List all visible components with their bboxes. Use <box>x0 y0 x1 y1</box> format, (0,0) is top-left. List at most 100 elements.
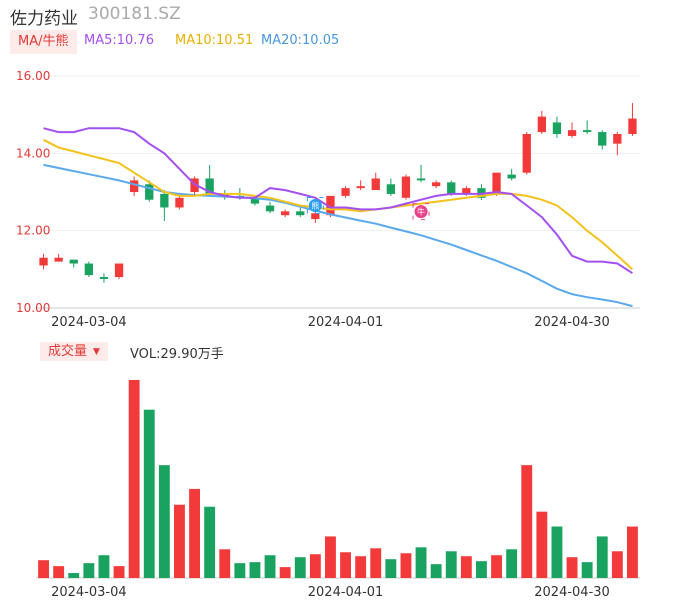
date-tick-label: 2024-04-30 <box>534 315 610 330</box>
volume-bar <box>53 566 65 578</box>
bear-marker-icon <box>308 198 322 212</box>
candle-body <box>416 178 426 181</box>
volume-bar <box>189 488 200 578</box>
volume-bar <box>460 556 472 578</box>
candle-body <box>326 195 335 216</box>
volume-bar <box>415 547 427 578</box>
candle-body <box>265 205 275 212</box>
volume-bar <box>445 551 457 578</box>
bull-marker-icon <box>414 205 428 219</box>
date-tick-label: 2024-03-04 <box>51 315 127 330</box>
candle-body <box>356 186 365 189</box>
ma10-value: MA10:10.51 <box>175 33 254 48</box>
candle-body <box>462 188 471 194</box>
candle-body <box>69 259 78 264</box>
volume-bar <box>355 556 367 578</box>
candle-body <box>114 263 124 278</box>
volume-bar <box>370 548 382 578</box>
volume-bar <box>83 563 95 578</box>
price-tick-label: 12.00 <box>16 224 50 238</box>
volume-bar <box>536 511 548 578</box>
volume-bar <box>551 526 563 578</box>
volume-bar <box>596 536 608 578</box>
volume-bar <box>476 561 487 578</box>
candle-body <box>507 174 516 179</box>
stock-name: 佐力药业 <box>10 9 78 29</box>
candle-body <box>280 211 290 216</box>
price-tick-label: 10.00 <box>16 301 50 315</box>
candle-body <box>99 277 109 279</box>
ma-indicator-button[interactable]: MA/牛熊 <box>10 30 77 54</box>
candle-body <box>145 184 154 200</box>
price-tick-label: 16.00 <box>16 69 50 83</box>
volume-bar <box>219 549 231 578</box>
ma5-value: MA5:10.76 <box>84 33 154 48</box>
volume-bar <box>143 409 155 578</box>
volume-bar <box>279 567 291 578</box>
volume-indicator-label: 成交量 <box>48 344 88 359</box>
volume-bar <box>113 566 125 578</box>
volume-bar <box>430 564 442 578</box>
volume-bar <box>264 555 276 578</box>
candle-body <box>129 180 139 192</box>
candle-body <box>296 211 305 216</box>
candle-body <box>628 118 637 134</box>
date-tick-label: 2024-04-01 <box>308 315 384 330</box>
candle-body <box>39 257 48 266</box>
candle-body <box>401 176 411 198</box>
candle-body <box>84 263 94 276</box>
volume-bar <box>325 536 336 578</box>
candle-body <box>537 116 547 133</box>
volume-bar <box>581 562 593 578</box>
volume-bar <box>385 559 397 578</box>
volume-bar <box>204 506 216 578</box>
volume-indicator-button[interactable]: 成交量 ▼ <box>40 342 108 361</box>
ma5-line <box>43 127 633 275</box>
volume-bar <box>340 552 351 578</box>
candle-body <box>205 178 214 194</box>
candle-body <box>522 134 531 173</box>
ma10-line <box>43 138 634 271</box>
date-tick-label: 2024-03-04 <box>51 585 127 600</box>
price-tick-label: 14.00 <box>16 146 50 160</box>
volume-bar <box>566 557 578 578</box>
volume-bar <box>611 551 623 578</box>
marker-frame <box>412 203 430 221</box>
volume-bar <box>627 526 638 578</box>
candle-body <box>431 182 441 187</box>
volume-bar <box>400 553 412 578</box>
date-tick-label: 2024-04-30 <box>534 585 610 600</box>
candle-body <box>341 188 350 196</box>
volume-bar <box>174 504 185 578</box>
marker-label: 牛 <box>417 207 425 217</box>
volume-bar <box>309 554 321 578</box>
candle-body <box>567 130 577 136</box>
marker-label: 熊 <box>311 200 319 210</box>
dropdown-arrow-icon: ▼ <box>93 347 100 357</box>
candle-body <box>250 197 260 204</box>
volume-bar <box>98 555 110 578</box>
candle-body <box>386 184 396 194</box>
volume-bar <box>521 465 533 578</box>
marker-frame <box>306 196 324 214</box>
candle-body <box>54 257 63 262</box>
volume-bar <box>128 380 140 578</box>
candle-body <box>447 182 456 194</box>
volume-bar <box>294 557 306 578</box>
candle-body <box>598 132 607 146</box>
volume-bar <box>491 555 502 578</box>
candle-body <box>160 193 169 208</box>
volume-bar <box>249 562 261 578</box>
stock-code: 300181.SZ <box>88 4 181 24</box>
volume-bar <box>506 549 518 578</box>
candle-body <box>311 213 320 220</box>
candle-body <box>613 134 622 144</box>
ma20-line <box>43 163 633 308</box>
candle-body <box>552 122 562 134</box>
candle-body <box>371 178 380 191</box>
candle-body <box>175 197 184 208</box>
volume-bar <box>158 465 170 578</box>
candle-body <box>492 172 501 194</box>
volume-bar <box>38 560 49 578</box>
